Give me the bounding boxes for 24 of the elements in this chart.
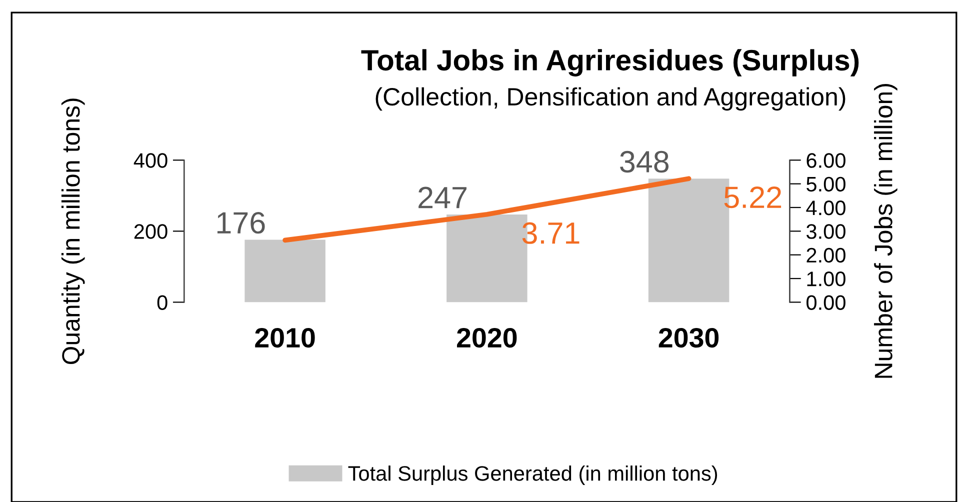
- y2-tick-label: 2.00: [806, 248, 846, 263]
- y2-tick-label: 1.00: [807, 272, 846, 286]
- y2-tick-label: 6.00: [806, 153, 846, 168]
- x-tick-label: 2020: [456, 328, 517, 348]
- data-label: 247: [418, 186, 466, 208]
- chart-title: Total Jobs in Agriresidues (Surplus): [361, 49, 859, 76]
- y2-axis-title: Number of Jobs (in million): [874, 84, 898, 378]
- x-tick-label: 2030: [658, 328, 719, 348]
- data-label: 3.71: [522, 222, 580, 244]
- y2-tick-label: 0.00: [806, 295, 846, 310]
- y2-tick-label: 5.00: [806, 176, 846, 192]
- y-axis-title: Quantity (in million tons): [61, 98, 85, 364]
- data-label: 348: [620, 150, 669, 173]
- data-label: 5.22: [724, 186, 782, 208]
- y-tick-label: 200: [134, 224, 168, 239]
- bar: [244, 240, 326, 302]
- y-tick-label: 0: [157, 295, 168, 310]
- chart-subtitle: (Collection, Densification and Aggregation): [376, 87, 846, 111]
- data-label: 176: [217, 212, 265, 234]
- y-tick-label: 400: [134, 153, 168, 168]
- y2-tick-label: 3.00: [806, 224, 846, 239]
- y2-tick-label: 4.00: [806, 200, 846, 216]
- x-tick-label: 2010: [255, 328, 315, 348]
- legend-label: Total Surplus Generated (in million tons): [348, 466, 718, 485]
